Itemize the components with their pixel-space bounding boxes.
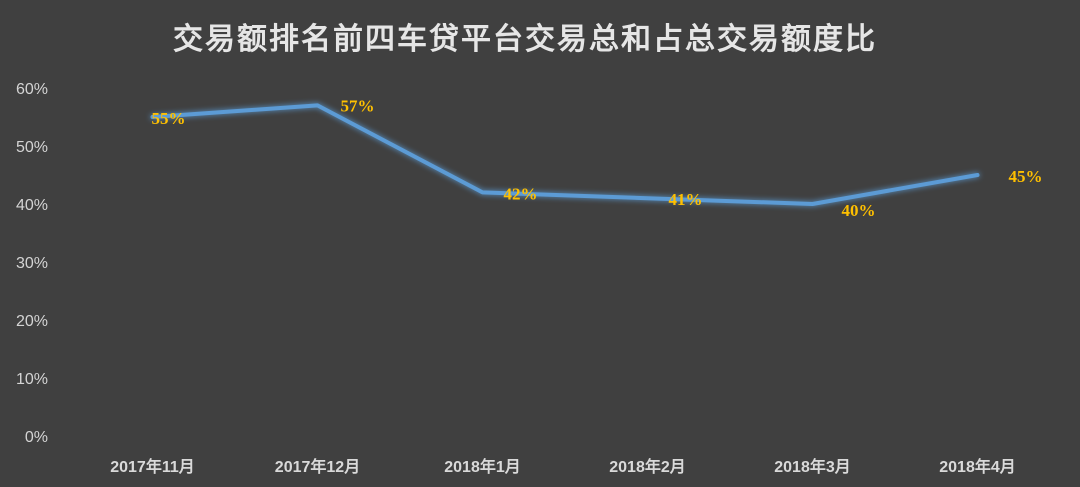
data-label: 41% (669, 190, 703, 209)
data-label: 42% (504, 184, 538, 203)
data-point (976, 173, 979, 177)
data-label: 57% (341, 96, 375, 115)
x-tick-label: 2017年11月 (110, 457, 195, 476)
data-point (316, 103, 319, 107)
data-label: 40% (842, 201, 876, 220)
y-tick-label: 20% (16, 313, 48, 330)
data-point (481, 190, 484, 194)
data-point (811, 202, 814, 206)
x-tick-label: 2018年2月 (609, 457, 686, 476)
x-axis: 2017年11月 2017年12月 2018年1月 2018年2月 2018年3月 201… (110, 457, 1016, 476)
y-tick-label: 50% (16, 139, 48, 156)
data-label-layer: 55% 57% 42% 41% 40% 45% (152, 96, 1043, 220)
y-tick-label: 30% (16, 255, 48, 272)
x-tick-label: 2017年12月 (275, 457, 360, 476)
y-tick-label: 40% (16, 197, 48, 214)
x-tick-label: 2018年1月 (444, 457, 521, 476)
data-label: 45% (1009, 167, 1043, 186)
x-tick-label: 2018年4月 (939, 457, 1016, 476)
series-line (150, 103, 980, 206)
y-axis: 0% 10% 20% 30% 40% 50% 60% (16, 81, 48, 446)
data-point (151, 115, 154, 119)
y-tick-label: 60% (16, 81, 48, 98)
series-layer (150, 103, 980, 206)
x-tick-label: 2018年3月 (774, 457, 851, 476)
y-tick-label: 10% (16, 371, 48, 388)
y-tick-label: 0% (25, 429, 48, 446)
data-label: 55% (152, 109, 186, 128)
data-point (646, 196, 649, 200)
chart-title: 交易额排名前四车贷平台交易总和占总交易额度比 (173, 22, 877, 57)
